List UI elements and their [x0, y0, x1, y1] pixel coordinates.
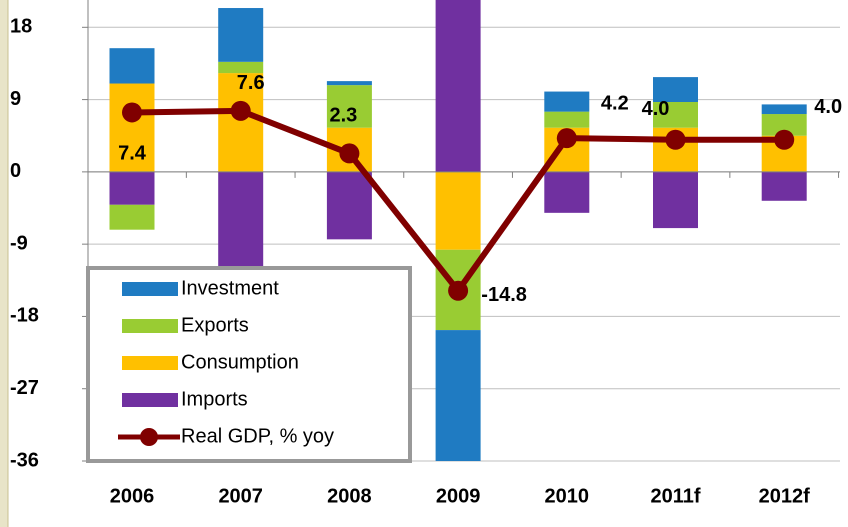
- x-tick-label: 2008: [327, 485, 372, 507]
- data-label: 2.3: [329, 105, 357, 127]
- y-tick-label: 18: [10, 16, 32, 38]
- gdp-marker: [665, 129, 686, 150]
- gdp-marker: [230, 100, 251, 121]
- x-tick-label: 2006: [110, 485, 155, 507]
- bar-segment: [218, 171, 264, 277]
- gdp-marker: [339, 143, 360, 164]
- y-tick-label: 9: [10, 88, 21, 110]
- y-tick-label: -9: [10, 232, 28, 254]
- bar-segment: [761, 171, 807, 201]
- bar-segment: [109, 83, 155, 172]
- bar-segment: [218, 61, 264, 74]
- bar-segment: [435, 171, 481, 250]
- bar-segment: [653, 77, 698, 102]
- data-label: 7.6: [237, 72, 265, 94]
- gdp-marker: [556, 128, 577, 149]
- bar-segment: [326, 81, 372, 86]
- x-tick-label: 2011f: [650, 485, 700, 507]
- gdp-marker: [774, 129, 795, 150]
- y-tick-label: -18: [10, 305, 39, 327]
- bar-segment: [653, 101, 698, 128]
- bar-segment: [109, 48, 155, 84]
- bar-segment: [544, 91, 590, 112]
- bar-segment: [544, 111, 590, 128]
- bar-segment: [218, 8, 264, 62]
- legend-marker: [140, 428, 158, 446]
- legend-swatch: [122, 282, 178, 296]
- gdp-marker: [448, 280, 469, 301]
- bar-segment: [326, 171, 372, 240]
- bar-segment: [761, 114, 807, 136]
- bar-segment: [326, 85, 372, 128]
- x-tick-label: 2012f: [759, 485, 810, 507]
- y-tick-label: 0: [10, 160, 21, 182]
- legend-swatch: [122, 356, 178, 370]
- data-label: -14.8: [481, 284, 527, 306]
- data-label: 4.2: [601, 92, 629, 114]
- bar-segment: [761, 104, 807, 115]
- bar-segment: [218, 73, 264, 172]
- left-border: [0, 0, 8, 527]
- data-label: 4.0: [814, 96, 842, 118]
- gdp-marker: [122, 102, 142, 123]
- bar-segment: [435, 0, 481, 172]
- x-tick-label: 2009: [436, 485, 481, 507]
- legend-swatch: [122, 319, 178, 333]
- legend: Investment Exports Consumption Imports Real …: [86, 266, 412, 463]
- legend-label: Exports: [181, 314, 249, 336]
- data-label: 4.0: [642, 98, 670, 120]
- legend-swatch: [122, 393, 178, 407]
- y-tick-label: -36: [10, 449, 39, 471]
- bar-segment: [109, 204, 155, 230]
- legend-label: Imports: [181, 388, 248, 410]
- y-tick-label: -27: [10, 377, 39, 399]
- bar-segment: [435, 330, 481, 461]
- legend-label: Real GDP, % yoy: [181, 425, 334, 447]
- x-tick-label: 2007: [218, 485, 263, 507]
- legend-label: Consumption: [181, 351, 299, 373]
- legend-label: Investment: [181, 277, 279, 299]
- data-label: 7.4: [118, 143, 147, 165]
- bar-segment: [653, 171, 698, 229]
- bar-segment: [544, 171, 590, 213]
- bar-segment: [109, 171, 155, 205]
- x-tick-label: 2010: [545, 485, 590, 507]
